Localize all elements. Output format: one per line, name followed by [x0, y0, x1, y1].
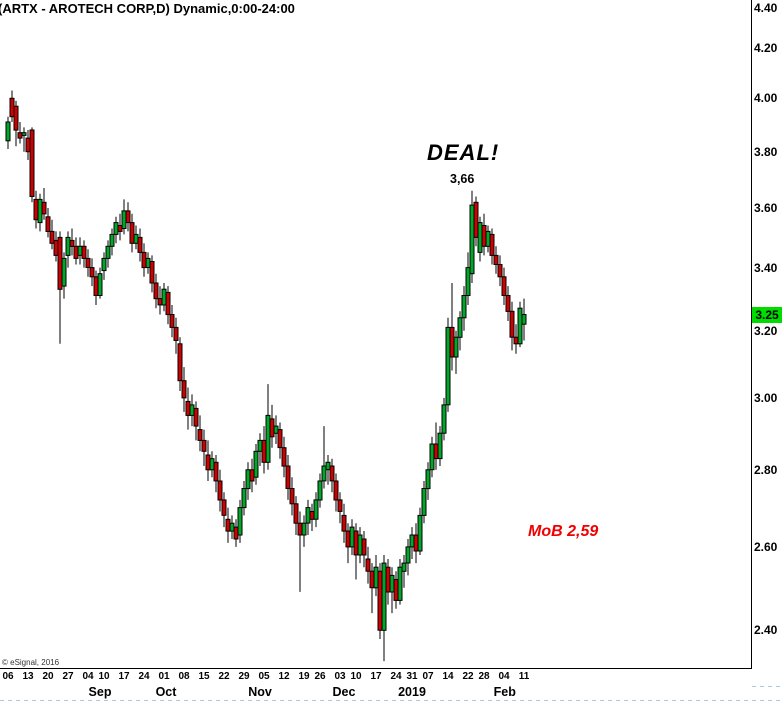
mob-annotation: MoB 2,59 [528, 523, 599, 540]
esignal-copyright: © eSignal, 2016 [2, 658, 60, 667]
last-price-badge: 3.25 [752, 306, 782, 323]
x-axis-tick-label: 14 [442, 671, 454, 682]
y-axis-label: 3.20 [754, 323, 778, 338]
x-axis-tick-label: 13 [22, 671, 34, 682]
y-axis-label: 3.60 [754, 201, 778, 216]
x-axis-tick-label: 31 [406, 671, 418, 682]
x-axis-tick-label: 22 [462, 671, 474, 682]
x-axis-tick-label: 20 [42, 671, 54, 682]
y-axis-label: 4.00 [754, 91, 778, 106]
x-axis-tick-label: 22 [218, 671, 230, 682]
axis-separator-line [752, 686, 782, 687]
x-axis-tick-label: 29 [238, 671, 250, 682]
y-axis-label: 4.40 [754, 1, 778, 15]
x-axis-tick-label: 11 [518, 671, 530, 682]
y-axis-label: 3.00 [754, 390, 778, 405]
x-axis-tick-label: 15 [198, 671, 210, 682]
x-axis-tick-label: 10 [98, 671, 110, 682]
bottom-separator-line [0, 700, 782, 701]
x-axis-tick-label: 08 [178, 671, 190, 682]
x-axis-tick-label: 07 [422, 671, 434, 682]
y-axis-label: 3.80 [754, 144, 778, 159]
x-axis-tick-label: 17 [370, 671, 382, 682]
x-axis-tick-label: 19 [298, 671, 310, 682]
x-axis-month-label: Dec [332, 685, 356, 699]
x-axis-month-label: Nov [248, 685, 272, 699]
x-axis-tick-label: 03 [334, 671, 346, 682]
deal-annotation: DEAL! [427, 140, 500, 165]
x-axis-tick-label: 26 [314, 671, 326, 682]
chart-title: (ARTX - AROTECH CORP,D) Dynamic,0:00-24:… [0, 1, 295, 16]
x-axis-month-label: 2019 [398, 685, 426, 699]
x-axis-tick-label: 04 [498, 671, 510, 682]
y-axis-label: 2.80 [754, 462, 778, 477]
x-axis-tick-label: 24 [138, 671, 150, 682]
x-axis-tick-label: 06 [2, 671, 14, 682]
x-axis-tick-label: 05 [258, 671, 270, 682]
x-axis-month-label: Sep [88, 685, 112, 699]
x-axis-tick-label: 27 [62, 671, 74, 682]
y-axis-label: 4.20 [754, 40, 778, 55]
x-axis-tick-label: 24 [390, 671, 402, 682]
x-axis-tick-label: 10 [350, 671, 362, 682]
peak-price-label: 3,66 [450, 172, 475, 186]
y-axis-label: 3.40 [754, 260, 778, 275]
x-axis-tick-label: 01 [158, 671, 170, 682]
x-axis-tick-label: 28 [478, 671, 490, 682]
x-axis-month-label: Feb [493, 685, 516, 699]
y-axis-label: 2.60 [754, 539, 778, 554]
x-axis-month-label: Oct [155, 685, 177, 699]
y-axis-label: 2.40 [754, 623, 778, 638]
x-axis-tick-label: 04 [82, 671, 94, 682]
x-axis-tick-label: 17 [118, 671, 130, 682]
x-axis-tick-label: 12 [278, 671, 290, 682]
